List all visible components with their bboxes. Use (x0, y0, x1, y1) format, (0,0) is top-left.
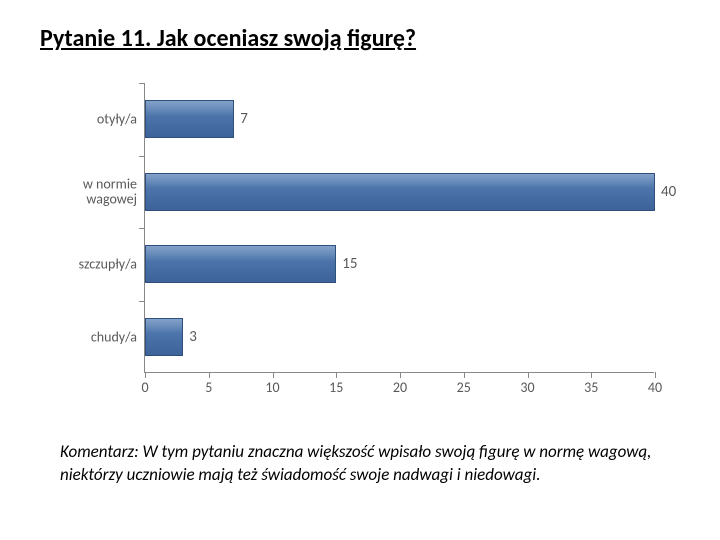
bar-chart: 0 5 10 15 20 25 30 35 40 otyły/a 7 w normie wagowej… (60, 73, 680, 413)
x-tick (145, 372, 146, 378)
category-label: otyły/a (61, 112, 137, 127)
page-title: Pytanie 11. Jak oceniasz swoją figurę? (40, 24, 680, 53)
x-tick-label: 20 (393, 379, 407, 396)
x-tick (400, 372, 401, 378)
x-tick (273, 372, 274, 378)
x-tick-label: 5 (205, 379, 212, 396)
category-label: chudy/a (61, 329, 137, 344)
x-tick-label: 0 (141, 379, 148, 396)
x-tick-label: 40 (648, 379, 662, 396)
category-label: szczupły/a (61, 257, 137, 272)
value-label: 40 (661, 183, 676, 201)
x-tick (655, 372, 656, 378)
x-tick-label: 35 (584, 379, 598, 396)
x-tick (464, 372, 465, 378)
y-tick (139, 301, 145, 302)
x-tick-label: 15 (329, 379, 343, 396)
commentary-text: Komentarz: W tym pytaniu znaczna większo… (60, 441, 660, 487)
x-tick-label: 30 (520, 379, 534, 396)
y-tick (139, 83, 145, 84)
x-tick (528, 372, 529, 378)
value-label: 15 (342, 255, 357, 273)
bar (145, 245, 336, 283)
x-tick (591, 372, 592, 378)
value-label: 7 (240, 110, 248, 128)
bar (145, 173, 655, 211)
x-tick-label: 10 (265, 379, 279, 396)
category-label: w normie wagowej (61, 176, 137, 207)
y-tick (139, 156, 145, 157)
y-tick (139, 228, 145, 229)
bar (145, 318, 183, 356)
x-tick-label: 25 (457, 379, 471, 396)
x-tick (336, 372, 337, 378)
value-label: 3 (189, 328, 197, 346)
bar (145, 100, 234, 138)
x-tick (209, 372, 210, 378)
